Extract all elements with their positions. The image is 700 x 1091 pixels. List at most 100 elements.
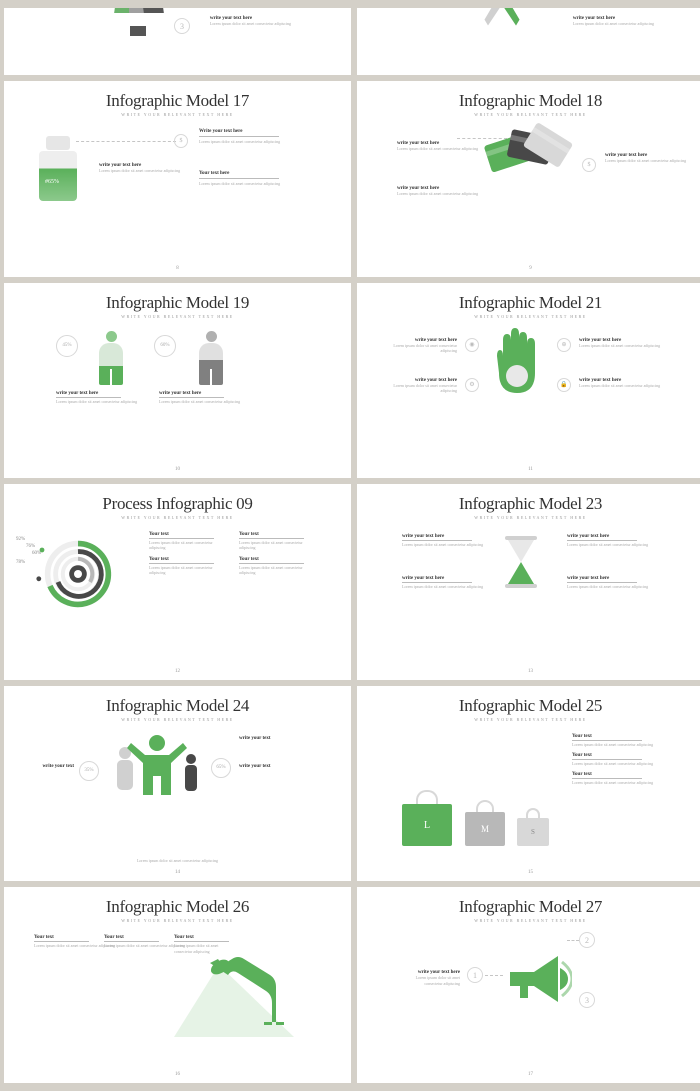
block-lorem: Lorem ipsum dolor sit amet consectetur a…: [34, 943, 115, 948]
globe-icon: ⊕: [557, 338, 571, 352]
block-label: Your text: [34, 935, 115, 940]
block-label: Your text here: [199, 171, 280, 176]
text-block: write your text here Lorem ipsum dolor s…: [579, 378, 660, 388]
text-block: write your text: [24, 764, 74, 769]
text-block: Your text Lorem ipsum dolor sit amet con…: [174, 935, 229, 953]
block-label: Your text: [572, 753, 653, 758]
block-lorem: Lorem ipsum dolor sit amet consectetur a…: [56, 399, 137, 404]
text-block: write your text here Lorem ipsum dolor s…: [402, 534, 483, 547]
person-green: [99, 331, 123, 385]
block-lorem: Lorem ipsum dolor sit amet consectetur a…: [579, 383, 660, 388]
block-lorem: Lorem ipsum dolor sit amet consectetur a…: [402, 975, 460, 985]
number-circle: 3: [174, 18, 190, 34]
text-block: write your text here Lorem ipsum dolor s…: [567, 534, 648, 547]
block-label: Your text: [149, 557, 219, 562]
text-block: write your text: [239, 736, 271, 741]
connector-line: [76, 141, 176, 142]
page-number: 9: [529, 266, 532, 271]
page-number: 15: [528, 870, 533, 875]
text-block: Your text Lorem ipsum dolor sit amet con…: [34, 935, 115, 948]
text-item: write your text here Lorem ipsum dolor s…: [573, 16, 654, 26]
dollar-icon: $: [174, 134, 188, 148]
slide-model-18: Infographic Model 18 WRITE YOUR RELEVANT…: [357, 81, 700, 277]
text-block: Your text Lorem ipsum dolor sit amet con…: [572, 772, 653, 785]
pct-circle: 65%: [211, 758, 231, 778]
gear-icon: ⚙: [465, 378, 479, 392]
text-block: Your text Lorem ipsum dolor sit amet con…: [104, 935, 185, 948]
basket-icon: [130, 26, 146, 36]
slide-model-23: Infographic Model 23 WRITE YOUR RELEVANT…: [357, 484, 700, 680]
block-lorem: Lorem ipsum dolor sit amet consectetur a…: [174, 943, 229, 953]
lamp-icon: [174, 947, 304, 1037]
pct-circle: 60%: [154, 335, 176, 357]
text-block: write your text here Lorem ipsum dolor s…: [159, 391, 240, 404]
block-lorem: Lorem ipsum dolor sit amet consectetur a…: [572, 742, 653, 747]
hand-icon: [487, 328, 547, 403]
block-label: Your text: [239, 532, 309, 537]
bag-small: S: [517, 808, 549, 846]
pct-labels: 92% 76% 60% 78%: [16, 537, 41, 565]
text-block: Your text Lorem ipsum dolor sit amet con…: [239, 532, 309, 550]
bottle-graphic: #65%: [39, 136, 77, 201]
text-block: Your text Lorem ipsum dolor sit amet con…: [572, 734, 653, 747]
text-block: Your text Lorem ipsum dolor sit amet con…: [149, 532, 219, 550]
block-lorem: Lorem ipsum dolor sit amet consectetur a…: [149, 565, 219, 575]
block-label: write your text here: [402, 534, 483, 539]
page-number: 8: [176, 266, 179, 271]
text-block: write your text here Lorem ipsum dolor s…: [402, 576, 483, 589]
block-lorem: Lorem ipsum dolor sit amet consectetur a…: [199, 181, 280, 186]
block-label: write your text: [24, 764, 74, 769]
slide-partial-balloon: write your text here Lorem ipsum dolor s…: [4, 8, 351, 75]
slide-process-09: Process Infographic 09 WRITE YOUR RELEVA…: [4, 484, 351, 680]
dollar-icon: $: [582, 158, 596, 172]
slide-model-26: Infographic Model 26 WRITE YOUR RELEVANT…: [4, 887, 351, 1083]
text-block: write your text here Lorem ipsum dolor s…: [567, 576, 648, 589]
page-number: 17: [528, 1072, 533, 1077]
text-item: write your text here Lorem ipsum dolor s…: [210, 16, 291, 26]
slide-model-27: Infographic Model 27 WRITE YOUR RELEVANT…: [357, 887, 700, 1083]
footer-text: Lorem ipsum dolor sit amet consectetur a…: [64, 858, 291, 863]
block-label: write your text here: [159, 391, 240, 396]
block-lorem: Lorem ipsum dolor sit amet consectetur a…: [402, 542, 483, 547]
text-block: Your text here Lorem ipsum dolor sit ame…: [199, 171, 280, 186]
text-block: write your text here Lorem ipsum dolor s…: [56, 391, 137, 404]
person-grey: [199, 331, 223, 385]
page-number: 16: [175, 1072, 180, 1077]
block-label: Your text: [174, 935, 229, 940]
connector-line: [567, 940, 579, 941]
radial-chart: [34, 534, 114, 614]
bag-medium: M: [465, 800, 505, 846]
text-block: Write your text here Lorem ipsum dolor s…: [199, 129, 280, 144]
bottle-pct: #65%: [45, 179, 59, 185]
block-label: write your text: [239, 736, 271, 741]
block-label: Your text: [572, 772, 653, 777]
block-lorem: Lorem ipsum dolor sit amet consectetur a…: [579, 343, 660, 348]
megaphone-icon: [502, 942, 572, 1012]
bag-letter: S: [517, 818, 549, 846]
block-lorem: Lorem ipsum dolor sit amet consectetur a…: [159, 399, 240, 404]
block-label: Your text: [239, 557, 309, 562]
pct-circle: 45%: [56, 335, 78, 357]
text-block: write your text here Lorem ipsum dolor s…: [99, 163, 180, 173]
text-block: write your text here Lorem ipsum dolor s…: [387, 378, 457, 393]
block-lorem: Lorem ipsum dolor sit amet consectetur a…: [397, 146, 478, 151]
text-block: write your text: [239, 764, 271, 769]
text-block: write your text here Lorem ipsum dolor s…: [397, 141, 478, 151]
block-lorem: Lorem ipsum dolor sit amet consectetur a…: [402, 584, 483, 589]
block-lorem: Lorem ipsum dolor sit amet consectetur a…: [605, 158, 686, 163]
text-block: Your text Lorem ipsum dolor sit amet con…: [572, 753, 653, 766]
slide-model-25: Infographic Model 25 WRITE YOUR RELEVANT…: [357, 686, 700, 882]
slide-model-24: Infographic Model 24 WRITE YOUR RELEVANT…: [4, 686, 351, 882]
block-label: Your text: [149, 532, 219, 537]
text-block: write your text here Lorem ipsum dolor s…: [402, 970, 460, 985]
page-number: 13: [528, 669, 533, 674]
pct-label: 92%: [16, 537, 41, 542]
bag-letter: L: [402, 804, 452, 846]
block-label: Your text: [572, 734, 653, 739]
slide-partial-wrench: write your text here Lorem ipsum dolor s…: [357, 8, 700, 75]
block-lorem: Lorem ipsum dolor sit amet consectetur a…: [239, 565, 309, 575]
people-graphic: [109, 731, 209, 811]
block-label: write your text: [239, 764, 271, 769]
block-lorem: Lorem ipsum dolor sit amet consectetur a…: [239, 540, 309, 550]
lock-icon: 🔒: [557, 378, 571, 392]
